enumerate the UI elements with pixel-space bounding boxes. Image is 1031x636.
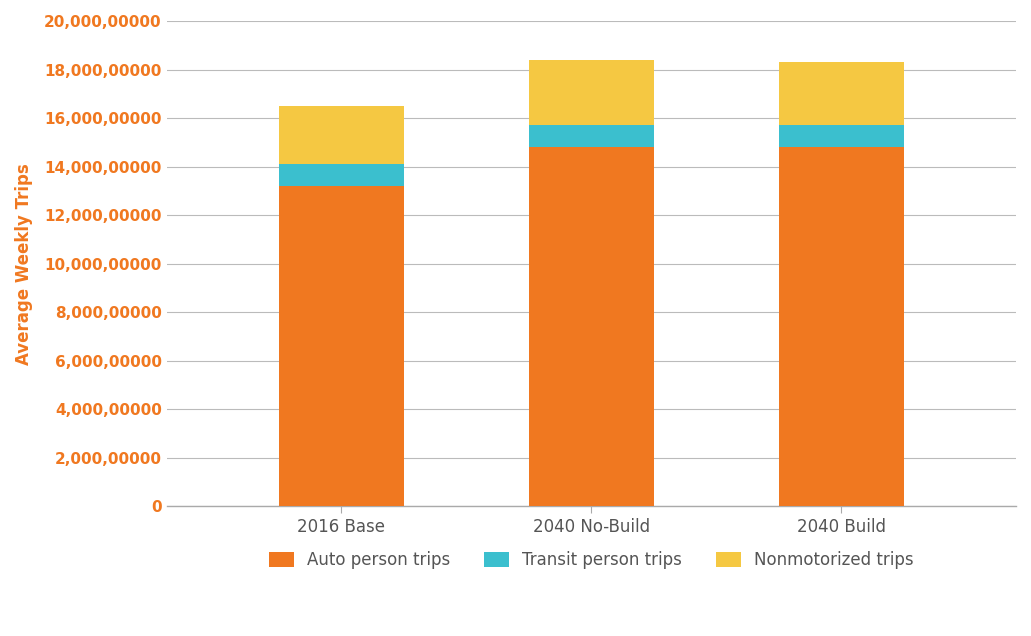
Bar — [778, 125, 903, 147]
Bar — [279, 164, 404, 186]
Bar — [778, 62, 903, 125]
Legend: Auto person trips, Transit person trips, Nonmotorized trips: Auto person trips, Transit person trips,… — [263, 544, 921, 576]
Bar — [778, 147, 903, 506]
Bar — [529, 60, 654, 125]
Bar — [529, 125, 654, 147]
Bar — [529, 147, 654, 506]
Bar — [279, 106, 404, 164]
Bar — [279, 186, 404, 506]
Y-axis label: Average Weekly Trips: Average Weekly Trips — [15, 163, 33, 364]
